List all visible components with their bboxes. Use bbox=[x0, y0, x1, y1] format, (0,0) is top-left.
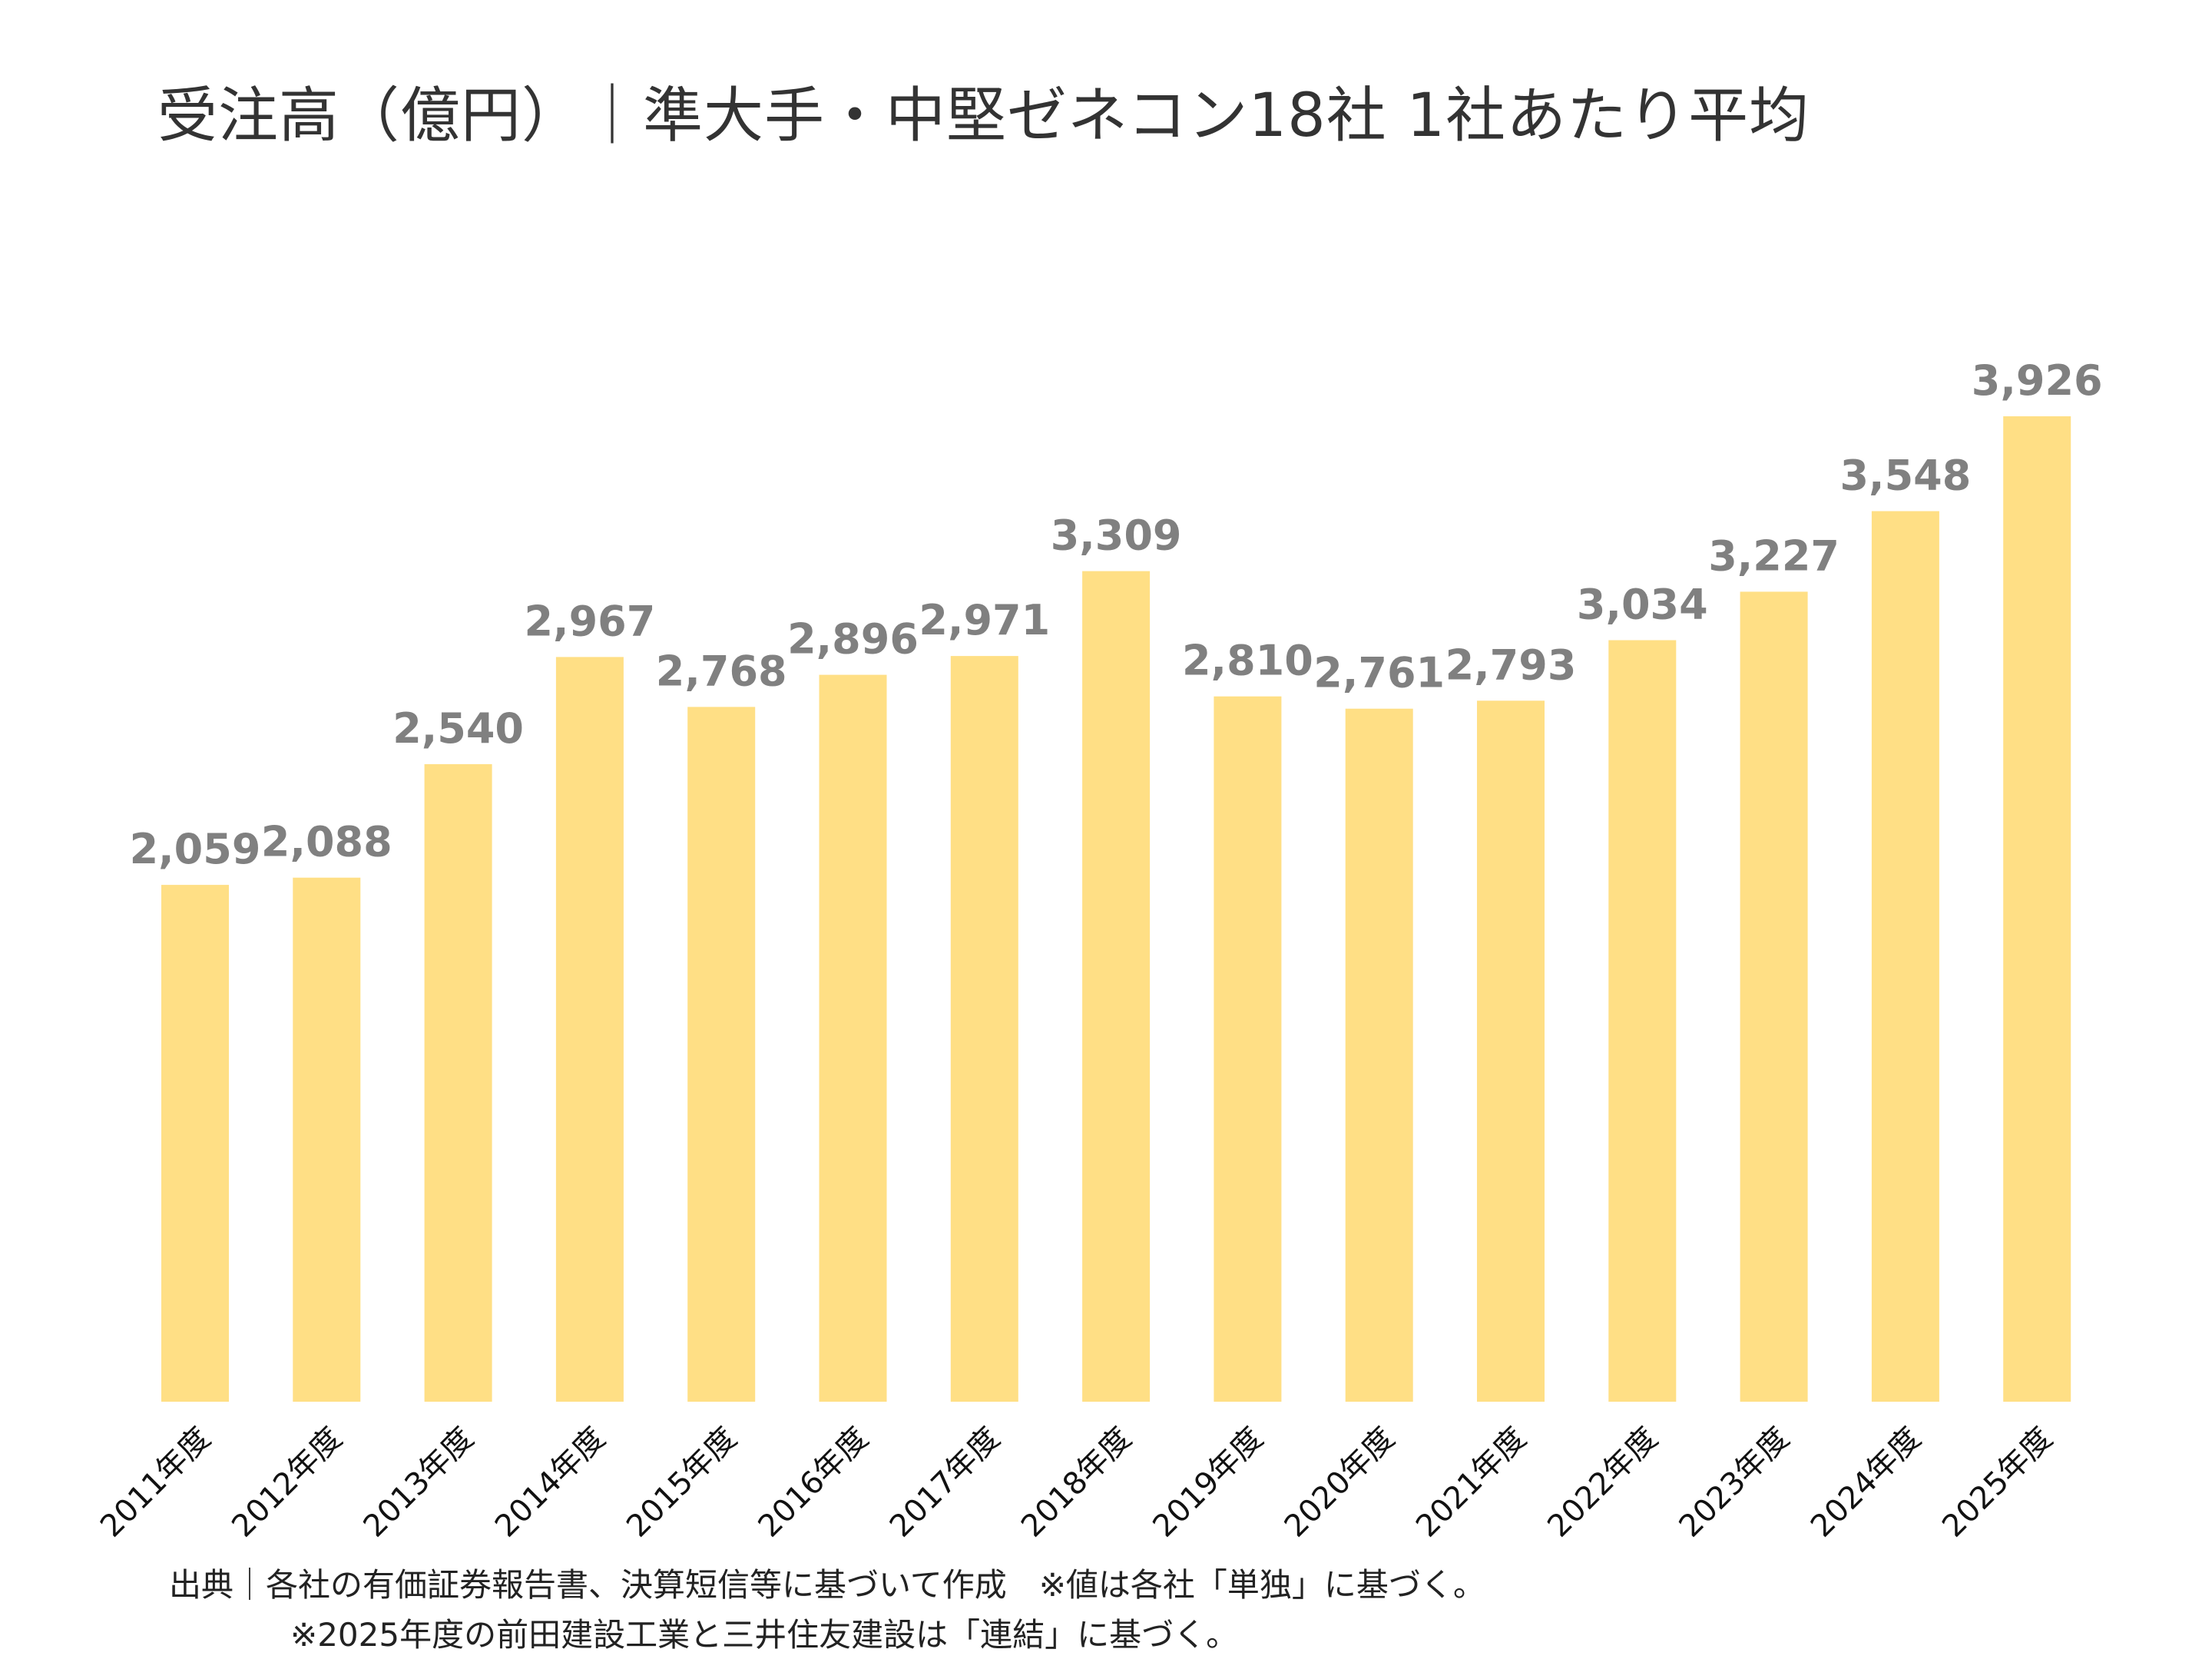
x-tick-label: 2019年度 bbox=[1146, 1421, 1270, 1545]
value-label: 3,548 bbox=[1839, 452, 1971, 500]
value-label: 2,088 bbox=[261, 818, 392, 866]
x-tick-label: 2018年度 bbox=[1015, 1421, 1138, 1545]
x-tick-label: 2024年度 bbox=[1804, 1421, 1928, 1545]
value-label: 2,971 bbox=[919, 596, 1050, 644]
value-label: 2,761 bbox=[1313, 649, 1445, 697]
bar-2013年度 bbox=[424, 763, 492, 1402]
value-label: 2,967 bbox=[524, 597, 655, 645]
x-tick-label: 2014年度 bbox=[488, 1421, 612, 1545]
x-tick-label: 2016年度 bbox=[751, 1421, 875, 1545]
x-tick-label: 2023年度 bbox=[1673, 1421, 1796, 1545]
x-tick-label: 2012年度 bbox=[225, 1421, 349, 1545]
value-label: 3,309 bbox=[1051, 512, 1182, 560]
bar-2025年度 bbox=[2003, 416, 2071, 1402]
x-tick-label: 2013年度 bbox=[357, 1421, 481, 1545]
x-tick-label: 2021年度 bbox=[1409, 1421, 1533, 1545]
x-tick-label: 2015年度 bbox=[620, 1421, 743, 1545]
footnote-source: 出典｜各社の有価証券報告書、決算短信等に基づいて作成 ※値は各社「単独」に基づく… bbox=[169, 1566, 1485, 1604]
bar-2022年度 bbox=[1608, 640, 1677, 1402]
value-label: 2,896 bbox=[787, 615, 919, 664]
bar-2011年度 bbox=[161, 885, 229, 1402]
bar-2015年度 bbox=[687, 707, 756, 1402]
bar-2024年度 bbox=[1871, 511, 1939, 1402]
bar-2020年度 bbox=[1345, 708, 1413, 1402]
bar-2012年度 bbox=[293, 877, 361, 1402]
bar-2018年度 bbox=[1082, 571, 1151, 1402]
value-label: 2,540 bbox=[392, 704, 524, 753]
x-tick-label: 2025年度 bbox=[1936, 1421, 2059, 1545]
bar-2014年度 bbox=[555, 657, 624, 1402]
x-tick-label: 2020年度 bbox=[1278, 1421, 1402, 1545]
footnote-note: ※2025年度の前田建設工業と三井住友建設は「連結」に基づく。 bbox=[290, 1616, 1239, 1654]
x-tick-label: 2022年度 bbox=[1541, 1421, 1664, 1545]
bar-2016年度 bbox=[819, 674, 887, 1402]
bar-2017年度 bbox=[950, 656, 1018, 1402]
value-label: 3,227 bbox=[1708, 531, 1839, 580]
value-label: 2,768 bbox=[656, 647, 787, 695]
value-label: 2,059 bbox=[130, 825, 261, 873]
chart-title: 受注高（億円）｜準大手・中堅ゼネコン18社 1社あたり平均 bbox=[157, 81, 1810, 151]
value-label: 3,926 bbox=[1972, 356, 2103, 405]
value-label: 3,034 bbox=[1577, 581, 1708, 629]
bar-2021年度 bbox=[1477, 700, 1545, 1402]
value-label: 2,810 bbox=[1182, 637, 1313, 685]
bar-2019年度 bbox=[1214, 696, 1282, 1402]
value-label: 2,793 bbox=[1445, 641, 1577, 689]
x-tick-label: 2017年度 bbox=[883, 1421, 1007, 1545]
x-tick-label: 2011年度 bbox=[94, 1421, 217, 1545]
bar-2023年度 bbox=[1740, 591, 1808, 1402]
